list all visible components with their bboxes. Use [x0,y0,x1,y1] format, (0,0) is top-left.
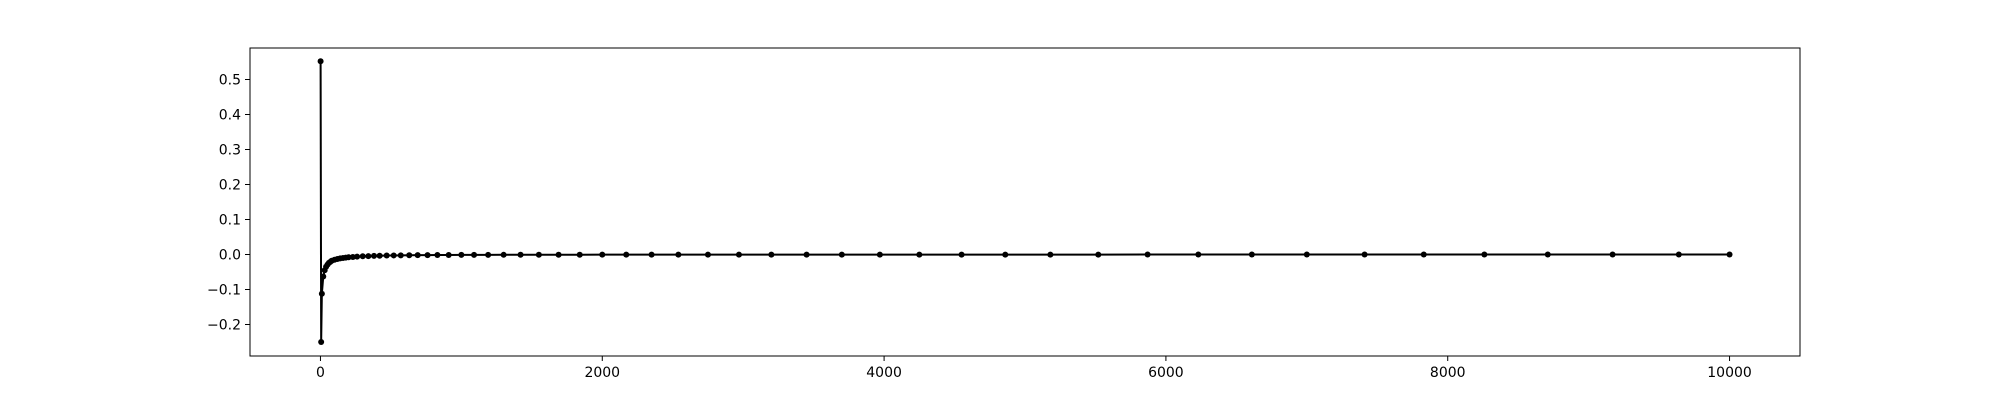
data-point [485,251,492,258]
data-point [1144,251,1151,258]
data-point [445,251,452,258]
x-tick-label: 10000 [1707,365,1752,381]
x-tick-label: 0 [316,365,325,381]
y-tick-label: −0.2 [207,318,241,334]
data-point [371,252,377,259]
data-point [317,58,324,65]
data-point [1609,251,1616,258]
data-point [414,252,421,259]
x-tick-label: 4000 [866,365,902,381]
data-point [1195,251,1202,258]
plot-frame [249,47,1801,357]
data-point [365,253,372,260]
data-point [535,251,542,258]
y-tick-label: 0.2 [219,178,241,194]
data-point [1303,251,1310,258]
data-point [1047,251,1054,258]
data-point [318,339,325,345]
data-point [1361,251,1368,258]
y-tick-label: −0.1 [207,283,241,299]
data-point [318,290,325,297]
data-point [1002,251,1009,258]
data-point [675,251,682,258]
data-point [1726,251,1733,258]
data-point [390,252,397,259]
data-point [406,252,413,259]
data-point [458,251,465,258]
x-tick-label: 6000 [1148,365,1184,381]
data-point [576,251,583,258]
y-tick-label: 0.1 [219,213,241,229]
data-point [354,253,361,260]
data-point [623,251,630,258]
data-point [704,251,711,258]
data-point [735,251,742,258]
data-point [383,252,390,259]
data-point [471,251,478,258]
x-tick-label: 2000 [584,365,620,381]
data-point [1420,251,1427,258]
data-point [517,251,524,258]
data-point [424,252,431,259]
y-tick-label: 0.4 [219,108,241,124]
y-tick-label: 0.0 [219,248,241,264]
data-point [648,251,655,258]
data-point [320,273,327,280]
data-point [555,251,562,258]
y-tick-label: 0.5 [219,73,241,89]
data-point [1248,251,1255,258]
data-point [376,252,383,259]
data-point [599,251,606,258]
data-point [838,251,845,258]
data-point [803,251,810,258]
data-point [876,251,883,258]
y-tick-label: 0.3 [219,143,241,159]
series-layer [317,58,1733,345]
data-point [434,252,441,259]
data-point [1481,251,1488,258]
data-point [1544,251,1551,258]
data-point [1095,251,1102,258]
x-tick-label: 8000 [1430,365,1466,381]
data-point [500,251,507,258]
data-point [768,251,775,258]
data-point [916,251,923,258]
data-point [1675,251,1682,258]
data-point [958,251,965,258]
data-point [359,253,366,260]
axis-ticks: 0 2000 4000 6000 8000 10000 −0.2 −0.1 0.0 0.1 0.2 0… [207,73,1752,382]
data-point [397,252,404,259]
plot-area [250,48,1800,356]
